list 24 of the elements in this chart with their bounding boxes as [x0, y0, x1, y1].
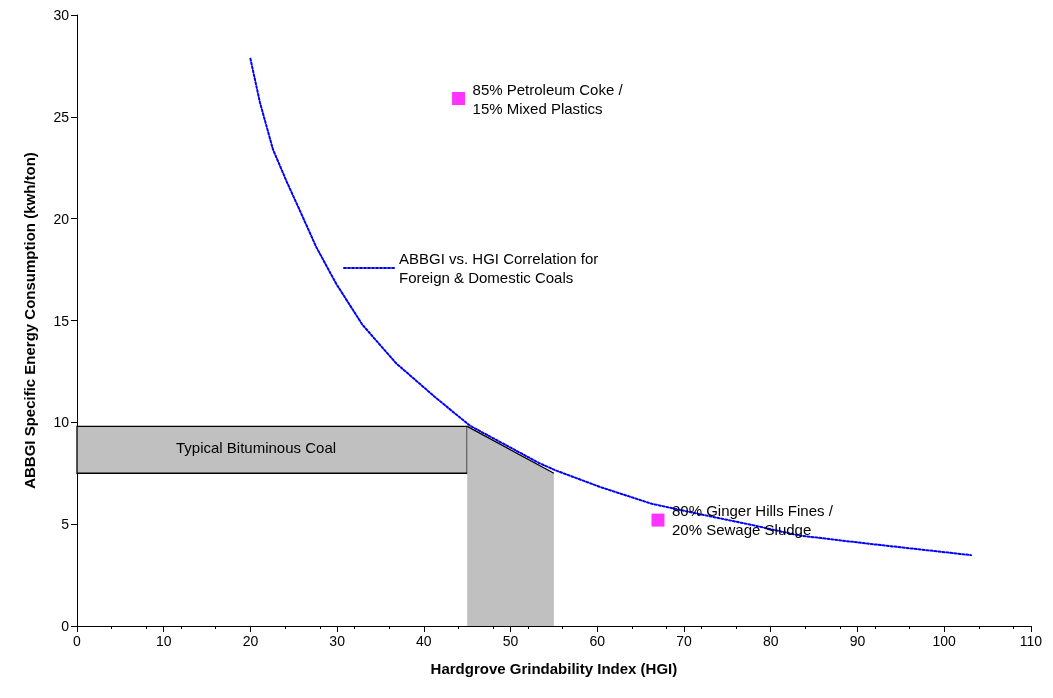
x-tick-label: 0: [73, 633, 82, 649]
x-tick-label: 40: [416, 633, 432, 649]
x-tick-label: 100: [932, 633, 957, 649]
y-tick-label: 5: [61, 516, 70, 533]
x-tick-label: 20: [242, 633, 259, 649]
x-tick-label: 50: [502, 633, 519, 649]
x-axis-title: Hardgrove Grindability Index (HGI): [430, 660, 678, 677]
y-tick-label: 25: [53, 108, 70, 125]
y-tick-label: 10: [53, 414, 70, 431]
x-tick-label: 60: [589, 633, 606, 649]
x-tick-label: 10: [155, 633, 172, 649]
x-tick-label: 110: [1019, 633, 1043, 649]
x-tick-label: 30: [329, 633, 346, 649]
y-tick-label: 30: [53, 7, 70, 23]
x-tick-label: 70: [676, 633, 692, 649]
x-tick-label: 80: [762, 633, 779, 649]
y-tick-label: 0: [61, 618, 70, 634]
annotation: 85% Petroleum Coke / 15% Mixed Plastics: [472, 80, 624, 117]
x-tick-label: 90: [849, 633, 866, 649]
y-tick-label: 15: [53, 312, 70, 329]
annotation: Typical Bituminous Coal: [176, 439, 337, 456]
y-axis-title: ABBGI Specific Energy Consumption (kwh/ton): [21, 152, 38, 489]
legend-label: ABBGI vs. HGI Correlation for Foreign & Domestic Coals: [399, 250, 599, 286]
y-tick-label: 20: [53, 210, 70, 227]
